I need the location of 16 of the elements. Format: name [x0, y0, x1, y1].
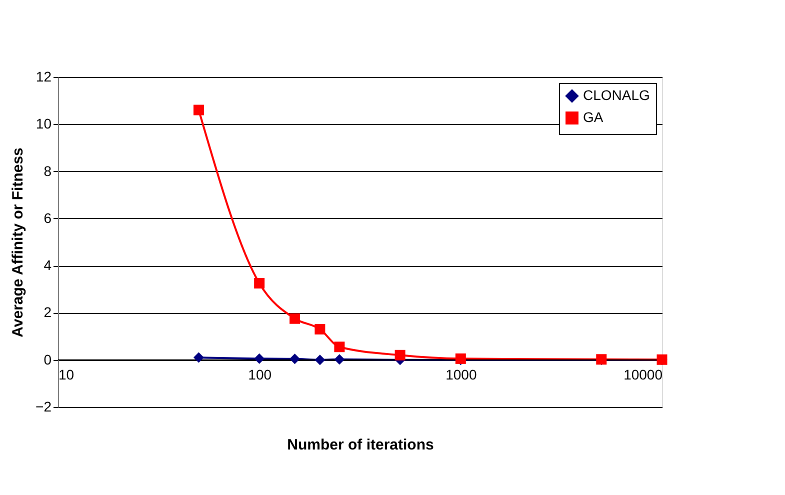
y-tick-label: 10: [36, 116, 52, 132]
y-tick-label: 8: [44, 162, 52, 179]
y-tick-label: 12: [36, 68, 52, 84]
y-tick-label: 4: [44, 257, 52, 274]
y-tick-label: 2: [44, 304, 52, 320]
legend-label: CLONALG: [583, 87, 650, 103]
y-tick-label: 0: [44, 351, 52, 368]
x-tick-label: 10000: [624, 366, 663, 382]
x-tick-label: 100: [248, 366, 272, 382]
y-axis-title: Average Affinity or Fitness: [10, 148, 27, 338]
y-tick-label: −2: [36, 398, 52, 414]
legend-label: GA: [583, 109, 604, 125]
y-tick-label: 6: [44, 210, 52, 226]
x-axis-title: Number of iterations: [287, 436, 434, 454]
x-tick-label: 1000: [446, 366, 477, 382]
x-tick-label: 10: [58, 366, 74, 382]
